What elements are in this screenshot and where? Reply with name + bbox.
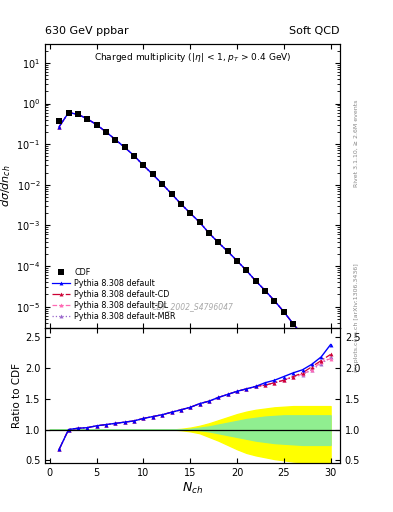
CDF bbox=[104, 129, 108, 135]
CDF bbox=[169, 191, 174, 197]
CDF bbox=[57, 118, 62, 124]
CDF bbox=[319, 356, 323, 362]
CDF bbox=[225, 248, 230, 254]
X-axis label: $N_{ch}$: $N_{ch}$ bbox=[182, 481, 203, 496]
CDF bbox=[151, 172, 155, 178]
CDF bbox=[244, 267, 249, 273]
CDF bbox=[188, 210, 193, 216]
Text: Rivet 3.1.10, ≥ 2.6M events: Rivet 3.1.10, ≥ 2.6M events bbox=[354, 100, 359, 187]
CDF bbox=[328, 366, 333, 372]
CDF bbox=[263, 287, 268, 293]
CDF bbox=[216, 240, 220, 246]
Text: 630 GeV ppbar: 630 GeV ppbar bbox=[45, 26, 129, 36]
CDF bbox=[197, 219, 202, 225]
CDF bbox=[310, 344, 314, 350]
CDF bbox=[281, 309, 286, 315]
Text: Charged multiplicity ($|\eta|$ < 1, $p_T$ > 0.4 GeV): Charged multiplicity ($|\eta|$ < 1, $p_T… bbox=[94, 51, 291, 63]
Text: mcplots.cern.ch [arXiv:1306.3436]: mcplots.cern.ch [arXiv:1306.3436] bbox=[354, 263, 359, 372]
Y-axis label: $d\sigma/dn_{ch}$: $d\sigma/dn_{ch}$ bbox=[0, 164, 13, 207]
CDF bbox=[94, 122, 99, 128]
CDF bbox=[272, 297, 277, 304]
CDF bbox=[75, 111, 80, 117]
Legend: CDF, Pythia 8.308 default, Pythia 8.308 default-CD, Pythia 8.308 default-DL, Pyt: CDF, Pythia 8.308 default, Pythia 8.308 … bbox=[49, 264, 179, 324]
Line: CDF: CDF bbox=[56, 110, 334, 372]
Text: Soft QCD: Soft QCD bbox=[290, 26, 340, 36]
CDF bbox=[132, 153, 136, 159]
CDF bbox=[300, 332, 305, 338]
CDF bbox=[113, 137, 118, 143]
CDF bbox=[235, 258, 239, 264]
Y-axis label: Ratio to CDF: Ratio to CDF bbox=[12, 363, 22, 428]
CDF bbox=[122, 144, 127, 151]
CDF bbox=[85, 116, 90, 122]
CDF bbox=[160, 181, 165, 187]
CDF bbox=[291, 321, 296, 327]
CDF bbox=[253, 278, 258, 284]
CDF bbox=[141, 162, 146, 168]
CDF bbox=[207, 230, 211, 236]
Text: CDF_2002_S4796047: CDF_2002_S4796047 bbox=[152, 302, 233, 311]
CDF bbox=[66, 110, 71, 116]
CDF bbox=[178, 201, 183, 207]
